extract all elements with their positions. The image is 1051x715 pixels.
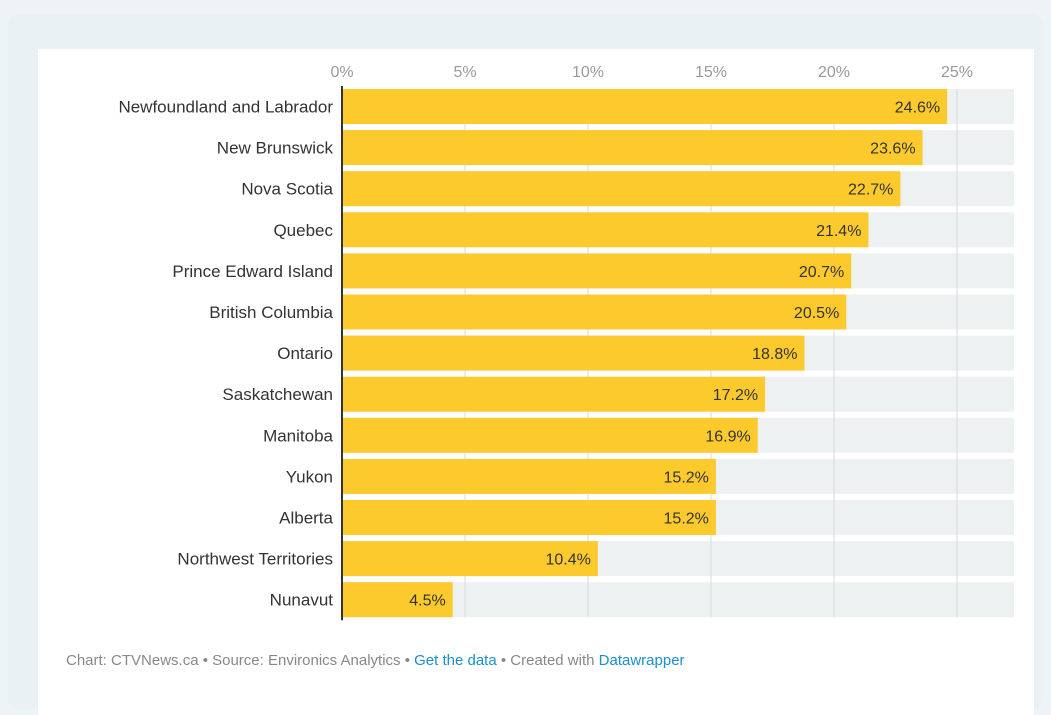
value-label: 20.7% [799, 264, 844, 281]
footer-credit-text: Chart: CTVNews.ca • Source: Environics A… [66, 652, 415, 669]
bar [342, 582, 453, 618]
bar [342, 253, 852, 289]
x-tick-label: 20% [818, 64, 850, 81]
bar [342, 130, 923, 166]
value-label: 16.9% [705, 428, 750, 445]
bar [342, 212, 869, 248]
category-label: Saskatchewan [222, 385, 333, 404]
bar [342, 417, 758, 453]
value-label: 4.5% [409, 593, 445, 610]
category-label: Northwest Territories [177, 550, 333, 569]
datawrapper-link[interactable]: Datawrapper [598, 652, 685, 669]
category-label: Alberta [279, 509, 333, 528]
bar-track [342, 582, 1014, 618]
footer-created-with-text: • Created with [496, 652, 599, 669]
category-label: Nova Scotia [241, 180, 333, 199]
value-label: 21.4% [816, 223, 861, 240]
x-tick-label: 25% [941, 64, 973, 81]
x-tick-label: 15% [695, 64, 727, 81]
value-label: 22.7% [848, 182, 893, 199]
x-tick-label: 0% [330, 64, 353, 81]
get-the-data-link[interactable]: Get the data [414, 652, 497, 669]
value-label: 17.2% [713, 387, 758, 404]
chart-footer: Chart: CTVNews.ca • Source: Environics A… [66, 652, 685, 669]
category-label: Prince Edward Island [172, 262, 333, 281]
value-label: 20.5% [794, 305, 839, 322]
value-label: 24.6% [895, 100, 940, 117]
value-label: 18.8% [752, 346, 797, 363]
category-label: Manitoba [263, 426, 333, 445]
value-label: 15.2% [664, 469, 709, 486]
x-tick-label: 5% [453, 64, 476, 81]
value-label: 10.4% [545, 552, 590, 569]
bar [342, 500, 716, 535]
value-label: 23.6% [870, 141, 915, 158]
bar [342, 335, 805, 371]
bar [342, 89, 948, 124]
category-label: Ontario [277, 344, 333, 363]
bar [342, 541, 598, 577]
bar [342, 376, 766, 412]
bar [342, 171, 901, 207]
category-label: Quebec [273, 221, 333, 240]
bar [342, 294, 847, 330]
bar [342, 458, 716, 494]
category-label: British Columbia [209, 303, 333, 322]
value-label: 15.2% [664, 511, 709, 528]
category-label: Yukon [286, 467, 333, 486]
category-label: New Brunswick [217, 139, 334, 158]
x-tick-label: 10% [572, 64, 604, 81]
category-label: Nunavut [270, 591, 334, 610]
category-label: Newfoundland and Labrador [118, 98, 333, 117]
